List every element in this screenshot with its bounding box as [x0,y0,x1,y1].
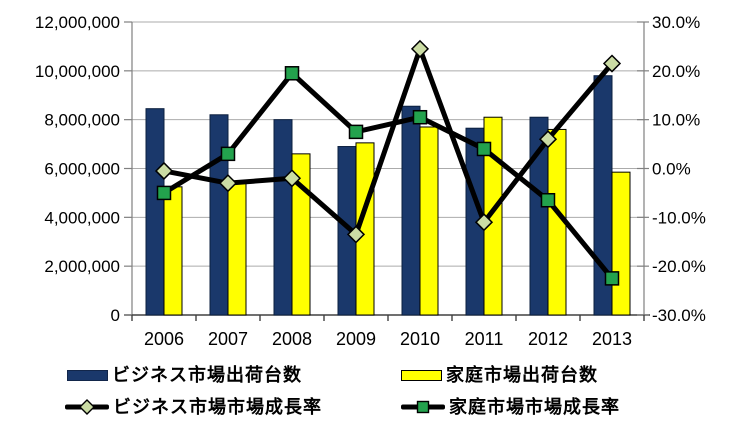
x-axis-category-label: 2008 [272,329,312,349]
marker-square-2011 [476,141,492,157]
legend-item-home-units: 家庭市場出荷台数 [401,364,598,386]
combo-chart-plot: 12,000,000 10,000,000 8,000,000 6,000,000 4,… [35,13,706,349]
line-business-growth [161,46,615,237]
marker-diamond-2012 [538,130,558,149]
marker-diamond-2011 [474,213,494,232]
left-axis-tick-label: 6,000,000 [44,160,120,179]
marker-square-2013 [604,271,620,286]
right-axis-tick-label: 0.0% [652,160,691,179]
left-axis-tick-label: 0 [111,306,120,325]
legend-label-home-growth: 家庭市場市場成長率 [449,397,620,417]
right-axis-tick-label: 20.0% [652,62,700,81]
legend-swatch-business-units-icon [67,369,108,381]
legend-label-home-units: 家庭市場出荷台数 [446,365,598,385]
x-axis-category-label: 2011 [465,329,504,349]
bar-home-2013 [611,171,631,316]
legend-line-square-icon [401,400,445,414]
right-axis-tick-label: -30.0% [652,306,706,325]
left-axis-tick-label: 10,000,000 [35,62,120,81]
left-axis-tick-label: 4,000,000 [44,208,120,227]
legend-item-home-growth: 家庭市場市場成長率 [401,396,620,418]
legend-line-diamond-icon [65,399,109,415]
x-axis-category-label: 2012 [528,329,568,349]
marker-square-2008 [284,66,300,81]
right-axis-tick-label: 30.0% [652,13,700,32]
x-axis-category-label: 2006 [144,329,184,349]
bar-business-2007 [209,114,229,316]
x-axis-category-label: 2013 [592,329,632,349]
left-axis-tick-label: 2,000,000 [44,257,120,276]
bar-home-2007 [227,182,247,316]
legend-label-business-units: ビジネス市場出荷台数 [112,365,302,385]
x-axis-category-label: 2007 [208,329,248,349]
left-axis-tick-label: 12,000,000 [35,13,120,32]
bar-business-2008 [273,119,293,316]
legend-label-business-growth: ビジネス市場市場成長率 [113,397,322,417]
bar-business-2006 [145,108,165,316]
right-axis-tick-label: -20.0% [652,257,706,276]
x-axis-category-label: 2009 [336,329,376,349]
x-axis-category-label: 2010 [400,329,440,349]
marker-diamond-2009 [346,225,366,244]
legend-swatch-home-units-icon [401,369,442,381]
right-axis-tick-label: 10.0% [652,111,700,130]
legend-item-business-growth: ビジネス市場市場成長率 [65,396,322,418]
marker-square-2007 [220,146,236,162]
marker-diamond-2006 [154,161,174,181]
left-axis-tick-label: 8,000,000 [44,111,120,130]
marker-square-2012 [540,192,556,208]
bar-home-2006 [163,186,183,316]
marker-diamond-2008 [282,169,302,188]
marker-diamond-2013 [602,54,622,73]
bar-business-2010 [401,105,421,316]
marker-diamond-2007 [218,174,238,193]
bar-home-2008 [291,153,311,316]
marker-square-2010 [412,109,428,125]
marker-square-2006 [156,185,172,201]
right-axis-tick-label: -10.0% [652,208,706,227]
marker-diamond-2010 [410,39,430,58]
legend-item-business-units: ビジネス市場出荷台数 [67,364,302,386]
bar-home-2010 [419,126,439,316]
line-home-growth [161,70,615,281]
marker-square-2009 [348,124,364,140]
